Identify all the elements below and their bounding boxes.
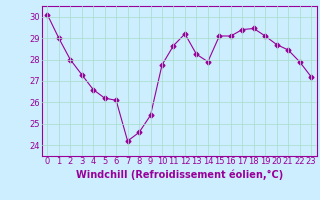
X-axis label: Windchill (Refroidissement éolien,°C): Windchill (Refroidissement éolien,°C) bbox=[76, 169, 283, 180]
